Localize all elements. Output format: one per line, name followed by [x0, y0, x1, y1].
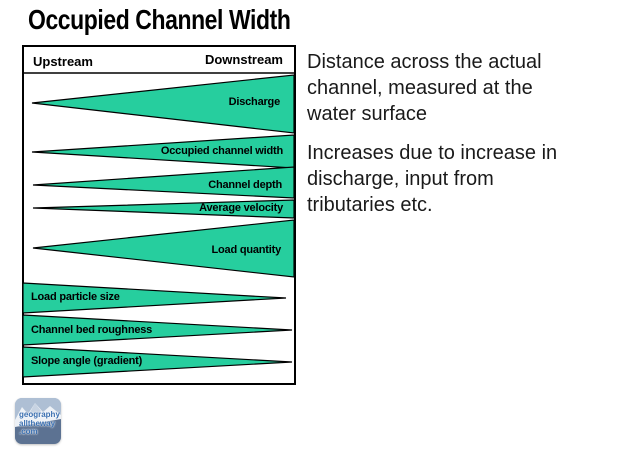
- logo-line-geography: geography: [19, 410, 60, 419]
- band-triangle-discharge: [31, 74, 295, 134]
- notes-text-block: Distance across the actual channel, meas…: [307, 49, 607, 231]
- note-line: Distance across the actual: [307, 51, 542, 73]
- band-label-channel-bed-roughness: Channel bed roughness: [31, 324, 152, 336]
- logo-line-alltheway: alltheway: [19, 418, 56, 428]
- logo-peak-shadow: [29, 403, 41, 416]
- note-line: discharge, input from: [307, 168, 494, 190]
- note-paragraph-definition: Distance across the actual channel, meas…: [307, 49, 607, 127]
- band-triangle-channel-bed-roughness: [22, 314, 293, 346]
- band-triangle-occupied-channel-width: [31, 134, 295, 169]
- note-line: tributaries etc.: [307, 194, 433, 216]
- geographyalltheway-logo: geography alltheway .com: [15, 398, 61, 444]
- logo-wordmark: geography alltheway .com: [19, 410, 60, 437]
- note-line: Increases due to increase in: [307, 142, 558, 164]
- band-triangle-load-particle-size: [22, 282, 287, 314]
- note-line: water surface: [307, 103, 428, 125]
- logo-foothills: [15, 419, 61, 444]
- band-triangle-channel-depth: [32, 166, 295, 199]
- band-label-occupied-channel-width: Occupied channel width: [161, 145, 284, 157]
- band-label-load-particle-size: Load particle size: [31, 291, 120, 303]
- axis-label-upstream: Upstream: [33, 54, 93, 69]
- band-triangle-load-quantity: [32, 219, 295, 278]
- axis-label-downstream: Downstream: [205, 52, 283, 67]
- note-line: channel, measured at the: [307, 77, 533, 99]
- band-label-average-velocity: Average velocity: [199, 202, 284, 214]
- band-triangle-slope-angle: [22, 346, 293, 378]
- page-title: Occupied Channel Width: [28, 4, 291, 35]
- band-label-slope-angle: Slope angle (gradient): [31, 355, 143, 367]
- bradshaw-model-svg: Upstream Downstream Discharge Occupied c…: [22, 45, 296, 385]
- mountain-logo-art: [15, 398, 61, 444]
- band-label-load-quantity: Load quantity: [211, 244, 282, 256]
- band-triangle-average-velocity: [32, 199, 295, 219]
- band-label-channel-depth: Channel depth: [208, 179, 282, 191]
- band-label-discharge: Discharge: [229, 96, 280, 108]
- logo-line-com: .com: [19, 427, 38, 436]
- note-paragraph-explanation: Increases due to increase in discharge, …: [307, 140, 607, 218]
- bradshaw-model-diagram: Upstream Downstream Discharge Occupied c…: [22, 45, 296, 385]
